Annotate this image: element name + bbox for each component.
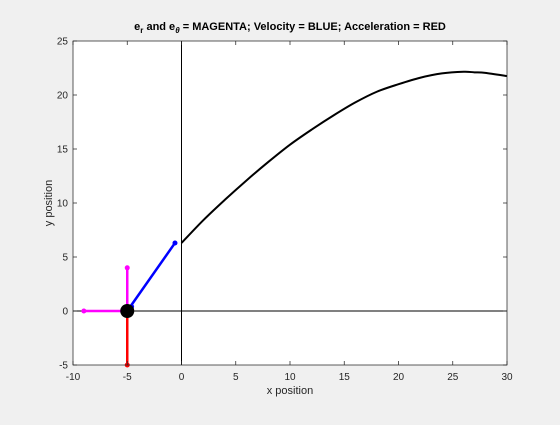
vector-layer — [81, 240, 178, 368]
body-marker — [120, 304, 135, 318]
y-tick-label: -5 — [59, 361, 68, 372]
plot-area — [73, 41, 507, 365]
title-rest: = MAGENTA; Velocity = BLUE; Acceleration… — [180, 21, 446, 33]
x-tick-label: 25 — [447, 372, 459, 383]
x-ticks: -10 -5 0 5 10 15 20 25 30 — [66, 41, 513, 383]
x-tick-label: 20 — [393, 372, 405, 383]
title-etheta-subscript: θ — [175, 26, 180, 35]
title-er-base: e — [134, 21, 140, 33]
x-tick-label: -5 — [123, 372, 132, 383]
title-and-etheta: and e — [143, 21, 175, 33]
x-tick-label: 10 — [284, 372, 296, 383]
vector-tip-e-theta — [124, 265, 130, 271]
vector-tip-velocity-main — [172, 240, 178, 246]
x-tick-label: 0 — [179, 372, 185, 383]
x-tick-label: 30 — [501, 372, 513, 383]
x-tick-label: 15 — [339, 372, 351, 383]
x-tick-label: 5 — [233, 372, 239, 383]
reference-lines — [73, 41, 507, 365]
series-line-trajectory — [180, 70, 508, 244]
vector-tip-e-r — [81, 308, 87, 314]
title-er-subscript: r — [140, 26, 143, 35]
y-ticks: -5 0 5 10 15 20 25 — [57, 37, 507, 372]
y-tick-label: 20 — [57, 91, 69, 102]
y-axis-label: y position — [43, 180, 55, 226]
y-tick-label: 25 — [57, 37, 69, 48]
x-axis-label: x position — [267, 385, 313, 397]
y-tick-label: 15 — [57, 145, 69, 156]
x-tick-label: -10 — [66, 372, 81, 383]
y-tick-label: 10 — [57, 199, 69, 210]
trajectory-layer — [180, 70, 508, 244]
y-tick-label: 0 — [62, 307, 68, 318]
vector-velocity-main — [126, 241, 177, 313]
y-tick-label: 5 — [62, 253, 68, 264]
chart-title: er and eθ = MAGENTA; Velocity = BLUE; Ac… — [134, 21, 446, 35]
